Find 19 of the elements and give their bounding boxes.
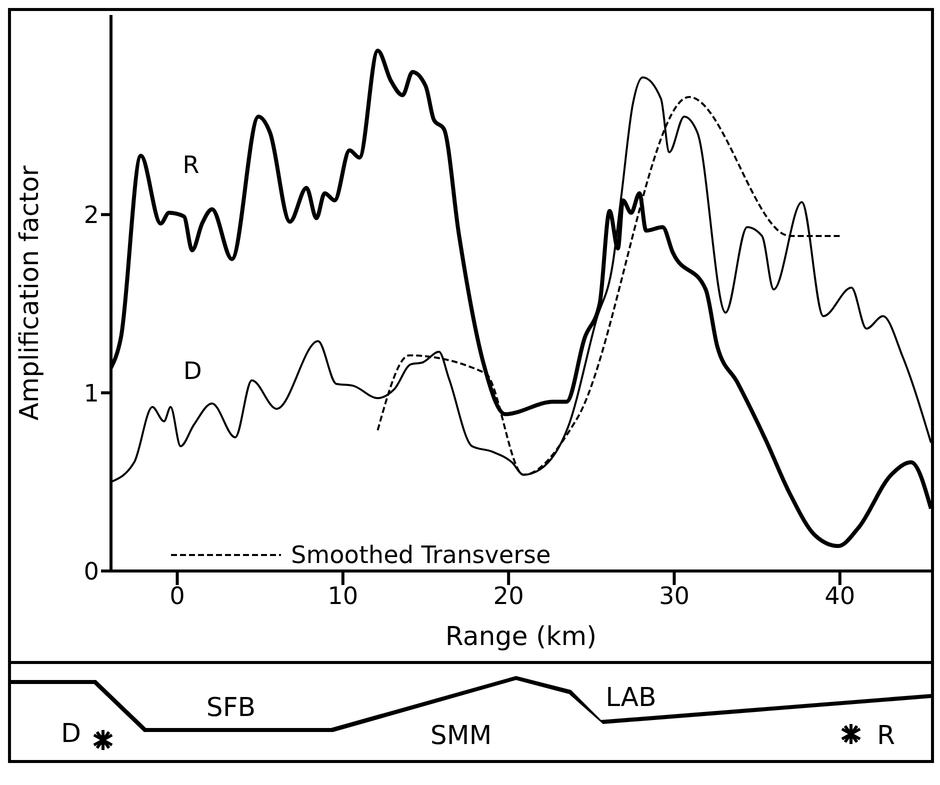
y-axis-title: Amplification factor — [15, 165, 46, 420]
x-tick-label: 20 — [493, 582, 524, 610]
x-axis-title: Range (km) — [445, 622, 597, 652]
legend-label: Smoothed Transverse — [291, 541, 551, 569]
text: SFB — [206, 693, 256, 723]
text: D — [60, 719, 82, 749]
line-series — [376, 96, 841, 476]
x-tick-label: 0 — [170, 582, 185, 610]
x-tick-label: 10 — [328, 582, 358, 610]
y-tick-label: 1 — [84, 379, 99, 408]
series-label: D — [183, 357, 202, 386]
text: LAB — [606, 683, 656, 713]
x-tick-label: 40 — [824, 582, 856, 610]
y-tick-label: 2 — [84, 201, 99, 230]
x-tick-label: 30 — [658, 582, 690, 610]
text: R — [876, 721, 896, 751]
y-tick-label: 0 — [84, 558, 99, 586]
text: SMM — [430, 721, 492, 751]
series-label: R — [182, 150, 200, 179]
